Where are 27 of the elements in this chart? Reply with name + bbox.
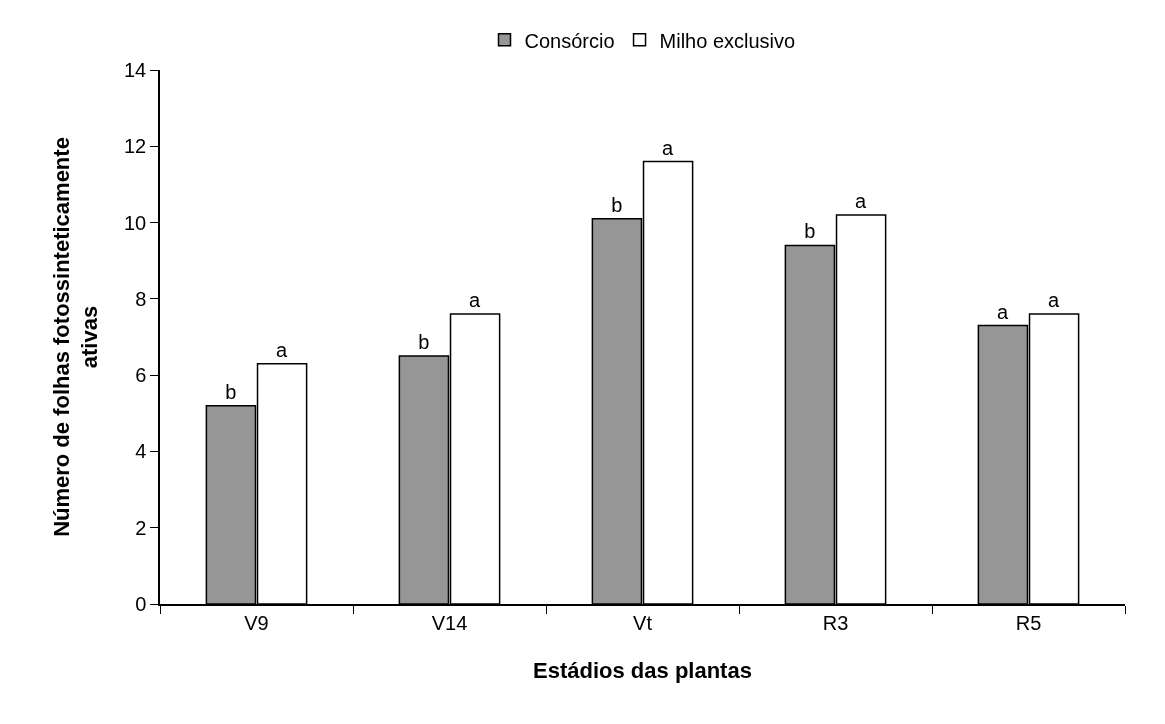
x-tick-label: R3 <box>822 611 849 634</box>
y-tick-label: 14 <box>124 59 147 81</box>
legend-label: Consórcio <box>524 29 615 52</box>
y-tick-label: 8 <box>135 287 147 310</box>
data-label: a <box>276 338 289 361</box>
data-label: b <box>804 220 816 243</box>
y-tick-label: 12 <box>124 135 147 158</box>
x-tick-label: V9 <box>244 611 269 634</box>
x-tick-label: V14 <box>431 611 468 634</box>
data-label: a <box>469 289 482 312</box>
y-tick-label: 4 <box>135 440 147 463</box>
y-tick-label: 10 <box>124 211 147 234</box>
y-tick-label: 6 <box>135 364 147 387</box>
x-axis-title: Estádios das plantas <box>533 658 752 684</box>
data-label: b <box>225 380 237 403</box>
x-tick-label: R5 <box>1015 611 1042 634</box>
data-label: a <box>1048 289 1061 312</box>
legend-label: Milho exclusivo <box>659 29 796 52</box>
data-label: b <box>418 331 430 354</box>
data-label: a <box>662 136 675 159</box>
data-label: a <box>855 189 868 212</box>
data-label: a <box>996 300 1009 323</box>
data-label: b <box>611 193 623 216</box>
x-tick-label: Vt <box>633 611 653 634</box>
y-tick-label: 0 <box>135 593 147 615</box>
y-axis-title: Número de folhas fotossinteticamente ativas <box>48 137 103 537</box>
y-tick-label: 2 <box>135 516 147 539</box>
